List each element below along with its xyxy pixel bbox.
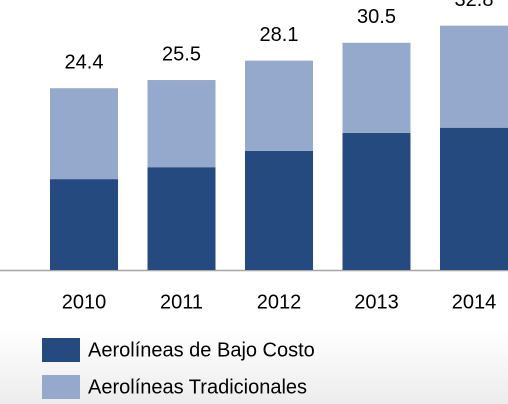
bar-segment — [440, 127, 508, 270]
total-label: 30.5 — [357, 6, 396, 28]
x-tick-label: 2012 — [257, 291, 302, 313]
x-tick-label: 2013 — [354, 291, 399, 313]
total-label: 32.8 — [455, 0, 494, 11]
bar-segment — [440, 25, 508, 128]
x-tick-label: 2014 — [452, 291, 497, 313]
bar-segment — [342, 132, 411, 270]
bar-segment — [245, 150, 313, 270]
bar-segment — [50, 88, 118, 180]
total-label: 24.4 — [65, 52, 104, 74]
legend-swatch — [42, 338, 80, 362]
background — [0, 330, 508, 404]
bar-segment — [50, 179, 118, 270]
legend-label: Aerolíneas de Bajo Costo — [88, 339, 315, 361]
bar-segment — [245, 60, 313, 151]
x-tick-label: 2010 — [62, 291, 107, 313]
total-label: 25.5 — [162, 43, 201, 65]
legend-swatch — [42, 375, 80, 399]
total-label: 28.1 — [260, 24, 299, 46]
legend-label: Aerolíneas Tradicionales — [88, 376, 307, 398]
bar-segment — [342, 42, 411, 133]
bar-segment — [147, 167, 216, 270]
x-tick-label: 2011 — [160, 291, 203, 313]
bar-segment — [147, 80, 216, 168]
